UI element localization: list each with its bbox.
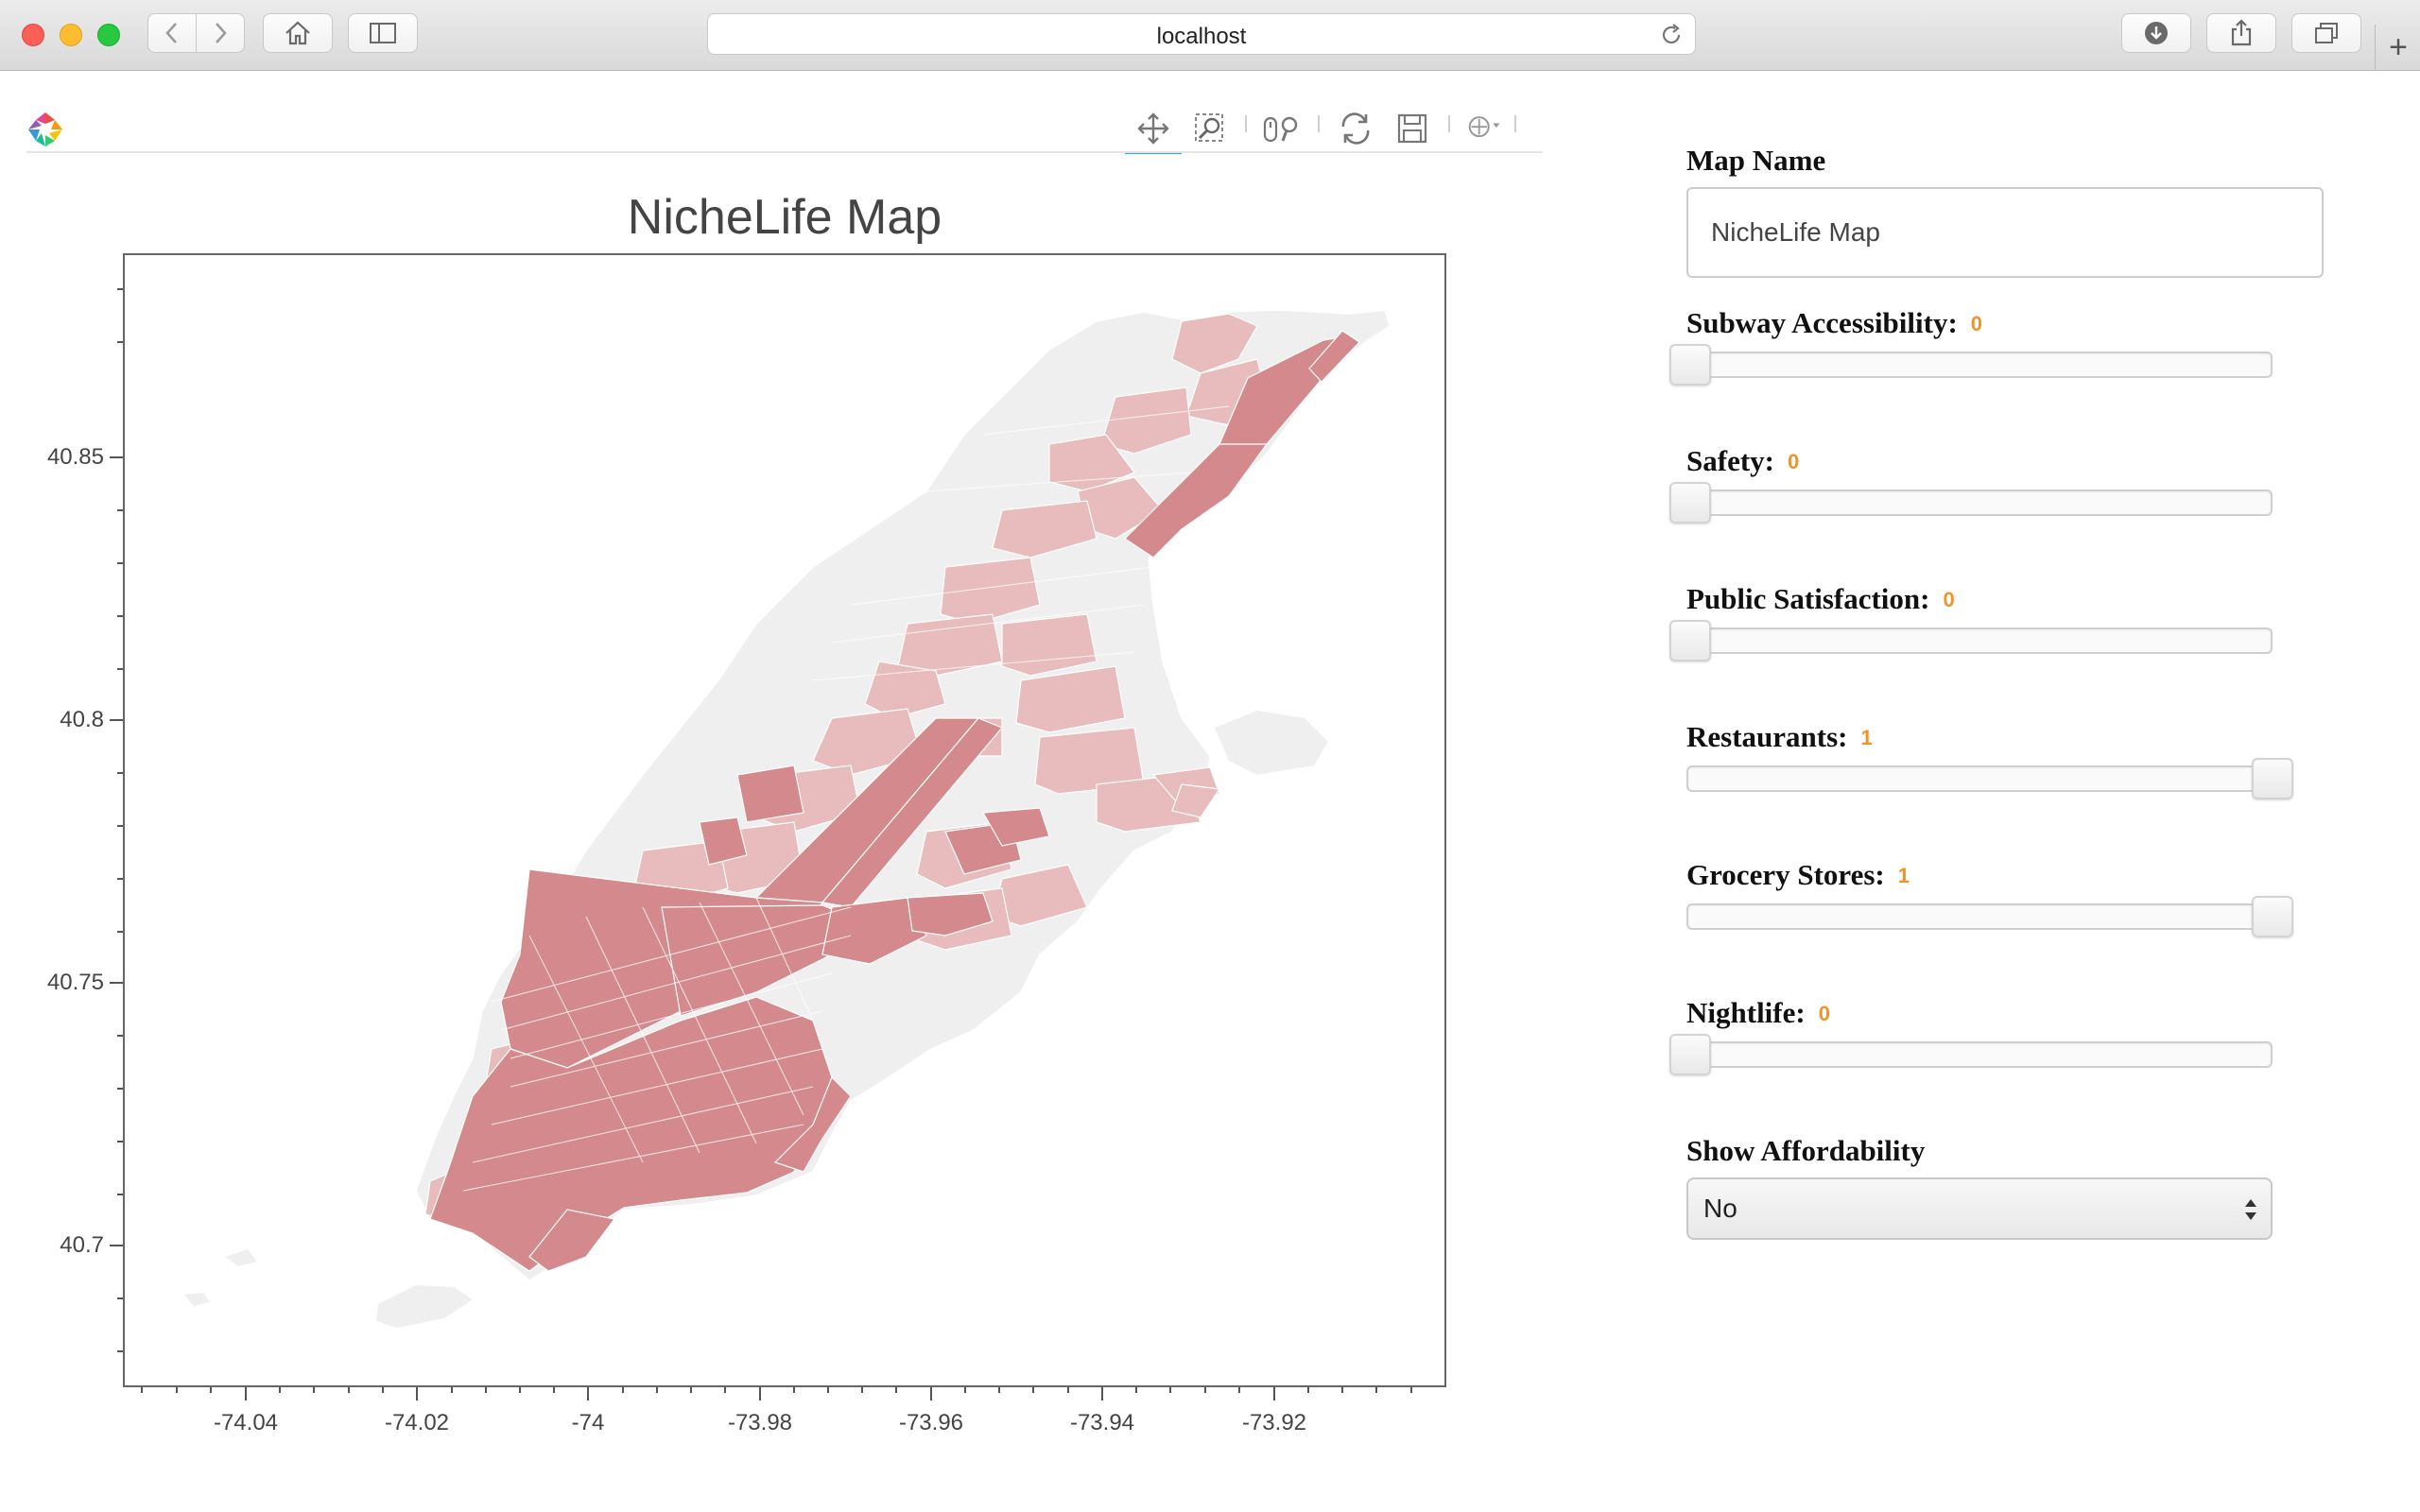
slider-label-text: Restaurants: — [1686, 720, 1848, 753]
restaurants-slider[interactable] — [1686, 758, 2293, 799]
slider-label-restaurants: Restaurants: 1 — [1686, 720, 1873, 754]
sidebar-button[interactable] — [348, 13, 418, 53]
chevron-right-icon — [216, 23, 227, 43]
save-icon — [1397, 113, 1427, 144]
affordability-select[interactable]: No — [1686, 1177, 2273, 1240]
forward-button[interactable] — [196, 13, 245, 53]
pan-tool[interactable] — [1134, 110, 1172, 147]
map-name-input[interactable] — [1686, 187, 2324, 278]
y-tick-label: 40.85 — [46, 444, 104, 470]
window-close-button[interactable] — [22, 24, 44, 46]
slider-handle[interactable] — [1669, 482, 1711, 524]
slider-value: 0 — [1818, 1002, 1830, 1025]
hover-icon — [1468, 116, 1500, 138]
save-tool[interactable] — [1393, 110, 1431, 147]
select-arrows-icon — [2245, 1199, 2256, 1220]
slider-value: 0 — [1943, 588, 1955, 611]
y-tick-label: 40.7 — [60, 1232, 104, 1258]
slider-label-text: Safety: — [1686, 444, 1774, 477]
x-tick-label: -74.04 — [213, 1410, 279, 1435]
reset-icon — [1341, 112, 1370, 145]
slider-label-nightlife: Nightlife: 0 — [1686, 996, 1830, 1030]
pan-icon — [1137, 112, 1169, 145]
download-icon — [2145, 22, 2168, 44]
x-tick-label: -74.02 — [384, 1410, 450, 1435]
share-icon — [2231, 19, 2252, 46]
slider-value: 1 — [1897, 864, 1910, 887]
toolbar-separator — [1318, 115, 1320, 132]
x-tick-label: -73.96 — [898, 1410, 964, 1435]
randalls-island[interactable] — [1215, 711, 1328, 775]
address-bar[interactable]: localhost — [707, 13, 1696, 55]
slider-handle[interactable] — [2252, 896, 2293, 937]
slider-handle[interactable] — [1669, 1034, 1711, 1075]
hover-tool[interactable] — [1467, 110, 1505, 147]
plot-toolbar-divider — [26, 151, 1543, 153]
slider-label-text: Public Satisfaction: — [1686, 582, 1930, 615]
window-maximize-button[interactable] — [97, 24, 120, 46]
browser-toolbar: localhost + — [0, 0, 2420, 71]
manhattan-choropleth[interactable] — [184, 309, 1391, 1328]
y-axis-ticks — [110, 288, 123, 1352]
grocery-stores-slider[interactable] — [1686, 896, 2293, 937]
slider-value: 0 — [1970, 312, 1983, 335]
x-tick-label: -73.92 — [1241, 1410, 1307, 1435]
box-zoom-icon — [1195, 113, 1223, 142]
box-zoom-tool[interactable] — [1191, 110, 1229, 147]
slider-handle[interactable] — [1669, 620, 1711, 662]
share-button[interactable] — [2206, 13, 2276, 53]
high-tracts[interactable] — [429, 330, 1360, 1272]
toolbar-separator — [1514, 115, 1516, 132]
reset-tool[interactable] — [1337, 110, 1374, 147]
home-button[interactable] — [263, 13, 333, 53]
tract-borders — [462, 405, 1230, 1192]
address-text: localhost — [1156, 24, 1247, 49]
chevron-left-icon — [165, 23, 177, 43]
toolbar-separator — [1245, 115, 1247, 132]
slider-label-text: Grocery Stores: — [1686, 858, 1885, 891]
affordability-selected-value: No — [1703, 1194, 1737, 1223]
slider-label-text: Nightlife: — [1686, 996, 1806, 1029]
liberty-island[interactable] — [184, 1249, 257, 1306]
back-button[interactable] — [147, 13, 197, 53]
plot-frame — [123, 253, 1446, 1387]
plot-title: NicheLife Map — [627, 190, 942, 245]
downloads-button[interactable] — [2121, 13, 2191, 53]
slider-label-text: Subway Accessibility: — [1686, 306, 1958, 339]
sidebar-icon — [370, 23, 396, 43]
x-tick-label: -73.94 — [1069, 1410, 1135, 1435]
slider-label-subway: Subway Accessibility: 0 — [1686, 306, 1982, 340]
wheel-zoom-tool[interactable] — [1263, 110, 1301, 147]
y-tick-label: 40.75 — [46, 970, 104, 995]
slider-label-safety: Safety: 0 — [1686, 444, 1799, 478]
slider-label-public-satisfaction: Public Satisfaction: 0 — [1686, 582, 1955, 616]
affordability-label: Show Affordability — [1686, 1134, 1926, 1167]
slider-label-grocery-stores: Grocery Stores: 1 — [1686, 858, 1910, 892]
y-tick-label: 40.8 — [60, 707, 104, 732]
subway-accessibility-slider[interactable] — [1669, 344, 2273, 386]
slider-value: 0 — [1787, 450, 1800, 473]
map-name-label: Map Name — [1686, 144, 1826, 177]
slider-handle[interactable] — [1669, 344, 1711, 386]
reload-icon[interactable] — [1659, 23, 1684, 47]
slider-value: 1 — [1860, 726, 1873, 749]
safety-slider[interactable] — [1669, 482, 2273, 524]
public-satisfaction-slider[interactable] — [1669, 620, 2273, 662]
tabs-icon — [2315, 23, 2338, 43]
window-minimize-button[interactable] — [60, 24, 82, 46]
x-tick-label: -74 — [571, 1410, 605, 1435]
tabs-overview-button[interactable] — [2291, 13, 2361, 53]
governors-island[interactable] — [376, 1285, 473, 1328]
x-tick-label: -73.98 — [727, 1410, 793, 1435]
slider-handle[interactable] — [2252, 758, 2293, 799]
wheel-zoom-icon — [1263, 116, 1298, 143]
home-icon — [285, 21, 310, 45]
new-tab-button[interactable]: + — [2375, 25, 2420, 70]
bokeh-logo — [28, 112, 62, 146]
toolbar-separator — [1448, 115, 1450, 132]
x-axis-ticks — [141, 1387, 1412, 1400]
nightlife-slider[interactable] — [1669, 1034, 2273, 1075]
